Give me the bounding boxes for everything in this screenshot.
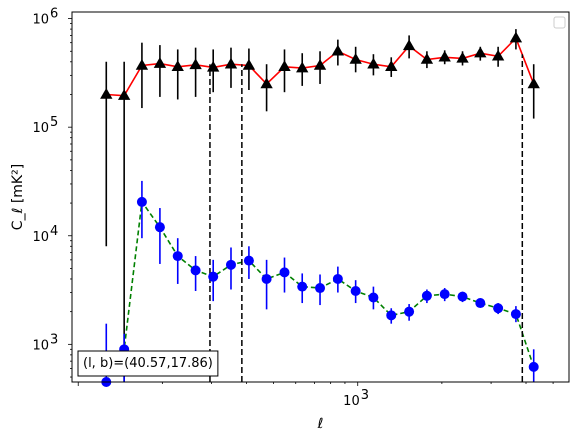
y-tick-label-1: 10 bbox=[32, 230, 49, 245]
series-1-point-5 bbox=[190, 265, 201, 276]
series-0-point-14 bbox=[349, 53, 362, 64]
y-tick-label-exp-2: 5 bbox=[50, 115, 58, 130]
series-0-point-10 bbox=[278, 60, 291, 71]
series-0-point-13 bbox=[331, 44, 345, 56]
series-0-point-4 bbox=[171, 60, 184, 71]
series-0-point-2 bbox=[135, 58, 149, 70]
series-1-point-10 bbox=[279, 267, 290, 278]
series-0-point-6 bbox=[207, 60, 220, 72]
series-1-point-8 bbox=[243, 255, 254, 266]
series-1-point-9 bbox=[261, 273, 272, 284]
annotation-box: (l, b)=(40.57,17.86) bbox=[77, 350, 219, 377]
series-1-point-21 bbox=[475, 298, 486, 309]
x-axis-label: ℓ bbox=[317, 416, 324, 432]
ticks-layer: 10 310 410 510 610 3 bbox=[32, 7, 554, 409]
series-0-point-12 bbox=[313, 58, 327, 70]
series-0-point-1 bbox=[117, 89, 131, 100]
y-tick-label-2: 10 bbox=[32, 121, 49, 136]
series-1-point-13 bbox=[332, 273, 343, 284]
annotation-text: (l, b)=(40.57,17.86) bbox=[83, 356, 213, 371]
series-0-point-17 bbox=[402, 39, 416, 51]
vlines-layer bbox=[209, 54, 524, 382]
series-1-point-4 bbox=[172, 251, 183, 262]
series-0-point-20 bbox=[456, 51, 469, 63]
series-1-point-17 bbox=[404, 306, 415, 317]
series-0-point-8 bbox=[242, 58, 256, 70]
series-0-point-5 bbox=[189, 58, 202, 70]
series-0-point-18 bbox=[420, 53, 434, 64]
series-1-point-18 bbox=[421, 290, 432, 301]
series-1-point-3 bbox=[154, 222, 165, 233]
series-0-point-22 bbox=[491, 49, 505, 61]
y-tick-label-exp-3: 6 bbox=[50, 7, 58, 22]
series-0-point-11 bbox=[296, 61, 309, 73]
marker-layer bbox=[100, 31, 540, 387]
series-1-point-2 bbox=[136, 196, 147, 207]
y-tick-label-exp-1: 4 bbox=[50, 224, 58, 239]
y-tick-label-exp-0: 3 bbox=[50, 332, 58, 347]
x-tick-label-0: 10 bbox=[343, 394, 360, 409]
series-1-point-24 bbox=[528, 361, 539, 372]
y-tick-label-3: 10 bbox=[32, 13, 49, 28]
series-0-point-21 bbox=[474, 46, 487, 58]
series-1-point-12 bbox=[315, 283, 326, 294]
series-0-point-15 bbox=[367, 57, 380, 69]
series-1-point-20 bbox=[457, 291, 468, 302]
y-axis-label: C_ℓ [mK²] bbox=[10, 164, 26, 230]
series-1-point-7 bbox=[225, 259, 236, 270]
series-0-point-19 bbox=[438, 50, 451, 62]
series-0-point-3 bbox=[153, 57, 167, 68]
series-1-point-14 bbox=[350, 285, 361, 296]
series-1-point-16 bbox=[386, 310, 397, 321]
y-tick-label-0: 10 bbox=[32, 338, 49, 353]
series-0-point-16 bbox=[385, 60, 398, 71]
x-tick-label-exp-0: 3 bbox=[361, 388, 369, 403]
series-0-point-0 bbox=[100, 87, 113, 99]
plot-frame bbox=[71, 11, 570, 383]
legend-frame bbox=[553, 16, 566, 29]
series-1-point-19 bbox=[439, 289, 450, 300]
series-0-point-7 bbox=[224, 57, 238, 69]
series-1-point-23 bbox=[510, 309, 521, 320]
series-1-point-6 bbox=[208, 271, 219, 282]
series-1-point-11 bbox=[297, 281, 308, 292]
series-1-point-22 bbox=[493, 303, 504, 314]
series-1-point-15 bbox=[368, 292, 379, 303]
series-0-point-9 bbox=[260, 77, 273, 89]
series-0-point-23 bbox=[509, 31, 523, 43]
legend-box bbox=[553, 16, 566, 29]
annotation-frame bbox=[77, 350, 219, 377]
series-0-point-24 bbox=[527, 77, 540, 89]
